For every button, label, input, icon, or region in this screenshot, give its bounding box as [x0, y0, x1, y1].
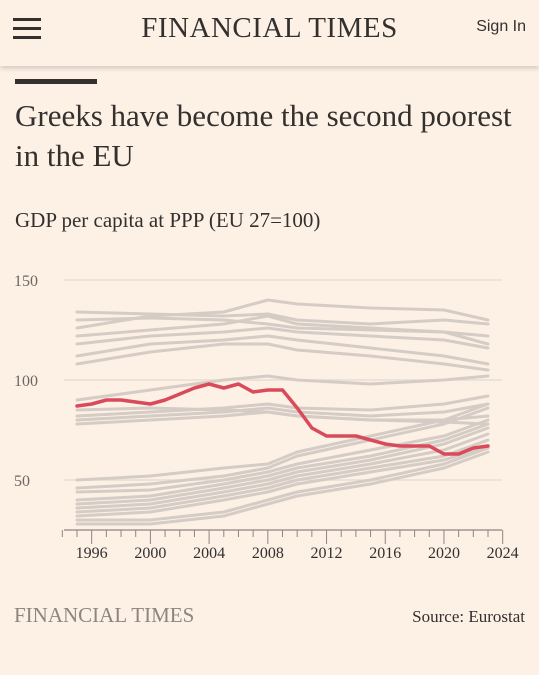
y-axis-labels: 50 100 150 [14, 273, 38, 490]
x-tick-label: 2024 [487, 545, 519, 562]
country-line-12 [75, 410, 490, 426]
country-line-21 [75, 446, 490, 522]
country-line-6 [75, 334, 490, 366]
country-line-8 [75, 374, 490, 402]
headline-accent-bar [15, 79, 97, 84]
footer-brand: FINANCIAL TIMES [14, 603, 195, 627]
country-line-14 [75, 406, 490, 490]
hamburger-menu-icon[interactable] [13, 18, 41, 40]
country-line-18 [75, 432, 490, 510]
masthead-logo: FINANCIAL TIMES [141, 12, 398, 44]
y-tick-label: 150 [14, 273, 38, 290]
top-bar: FINANCIAL TIMES Sign In [0, 0, 539, 66]
country-line-15 [75, 418, 490, 494]
x-tick-label: 2008 [252, 545, 284, 562]
greece-line [75, 382, 490, 456]
source-note: Source: Eurostat [412, 607, 525, 626]
country-line-10 [75, 402, 490, 422]
country-line-16 [75, 422, 490, 502]
country-line-19 [75, 438, 490, 514]
sign-in-link[interactable]: Sign In [476, 18, 526, 35]
country-line-3 [75, 298, 490, 330]
country-line-5 [75, 326, 490, 350]
country-line-9 [75, 394, 490, 418]
y-tick-label: 100 [14, 373, 38, 390]
greece-series-line [75, 382, 490, 456]
country-line-20 [75, 444, 490, 518]
article-headline: Greeks have become the second poorest in… [15, 98, 512, 173]
other-countries-lines [75, 298, 490, 526]
country-line-4 [75, 314, 490, 346]
chart-subtitle: GDP per capita at PPP (EU 27=100) [15, 208, 321, 232]
x-tick-label: 2020 [428, 545, 460, 562]
x-tick-label: 2012 [311, 545, 343, 562]
x-tick-label: 2004 [193, 545, 225, 562]
x-axis: 1996 2000 2004 2008 2012 2016 2020 2024 [61, 529, 519, 562]
x-tick-label: 2016 [369, 545, 401, 562]
country-line-13 [75, 402, 490, 482]
x-tick-label: 1996 [76, 545, 108, 562]
country-line-7 [75, 342, 490, 372]
y-tick-label: 50 [14, 473, 30, 490]
country-line-22 [75, 450, 490, 526]
x-tick-label: 2000 [134, 545, 166, 562]
gdp-line-chart: 50 100 150 1996 2000 2004 2008 2012 2016 2020 202… [14, 273, 519, 562]
